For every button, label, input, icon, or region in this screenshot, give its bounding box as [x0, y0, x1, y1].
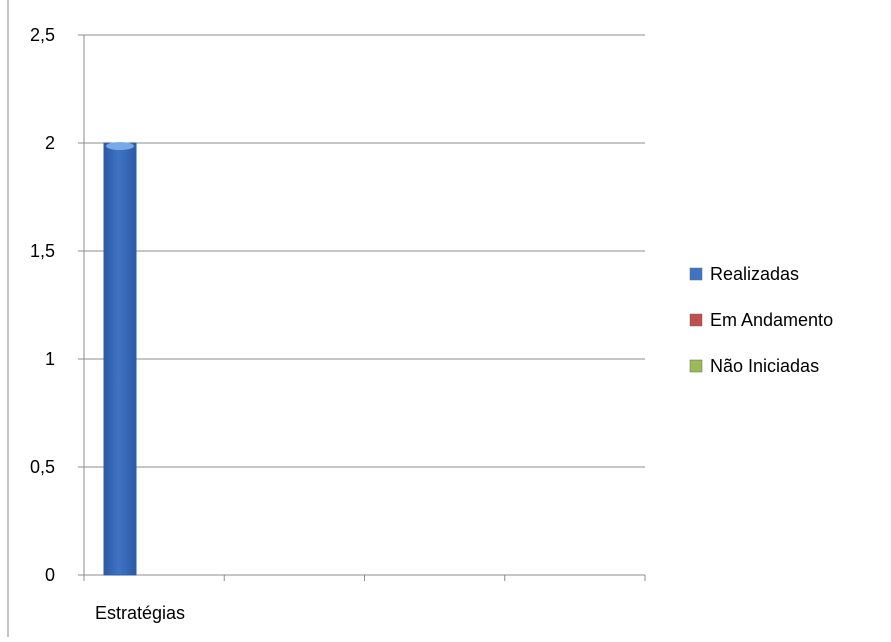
x-tick-label: Estratégias — [95, 603, 185, 623]
y-tick-label: 0,5 — [30, 457, 55, 477]
legend-swatch — [689, 359, 703, 373]
legend-item: Em Andamento — [689, 310, 833, 330]
legend-swatch — [689, 267, 703, 281]
bar-cap — [106, 142, 134, 150]
y-tick-labels: 0 0,5 1 1,5 2 2,5 — [30, 25, 55, 585]
legend-item: Realizadas — [689, 264, 799, 284]
legend: Realizadas Em Andamento Não Iniciadas — [689, 264, 833, 376]
legend-label: Realizadas — [710, 264, 799, 284]
legend-label: Não Iniciadas — [710, 356, 819, 376]
legend-label: Em Andamento — [710, 310, 833, 330]
y-tick-label: 1 — [45, 349, 55, 369]
axes — [78, 34, 646, 581]
legend-swatch — [689, 313, 703, 327]
legend-item: Não Iniciadas — [689, 356, 819, 376]
y-tick-label: 1,5 — [30, 241, 55, 261]
y-tick-label: 2 — [45, 133, 55, 153]
y-tick-label: 2,5 — [30, 25, 55, 45]
y-tick-label: 0 — [45, 565, 55, 585]
gridlines — [84, 34, 645, 468]
bar-realizadas — [103, 142, 137, 576]
x-tick-labels: Estratégias — [95, 603, 185, 623]
bars — [103, 142, 137, 576]
